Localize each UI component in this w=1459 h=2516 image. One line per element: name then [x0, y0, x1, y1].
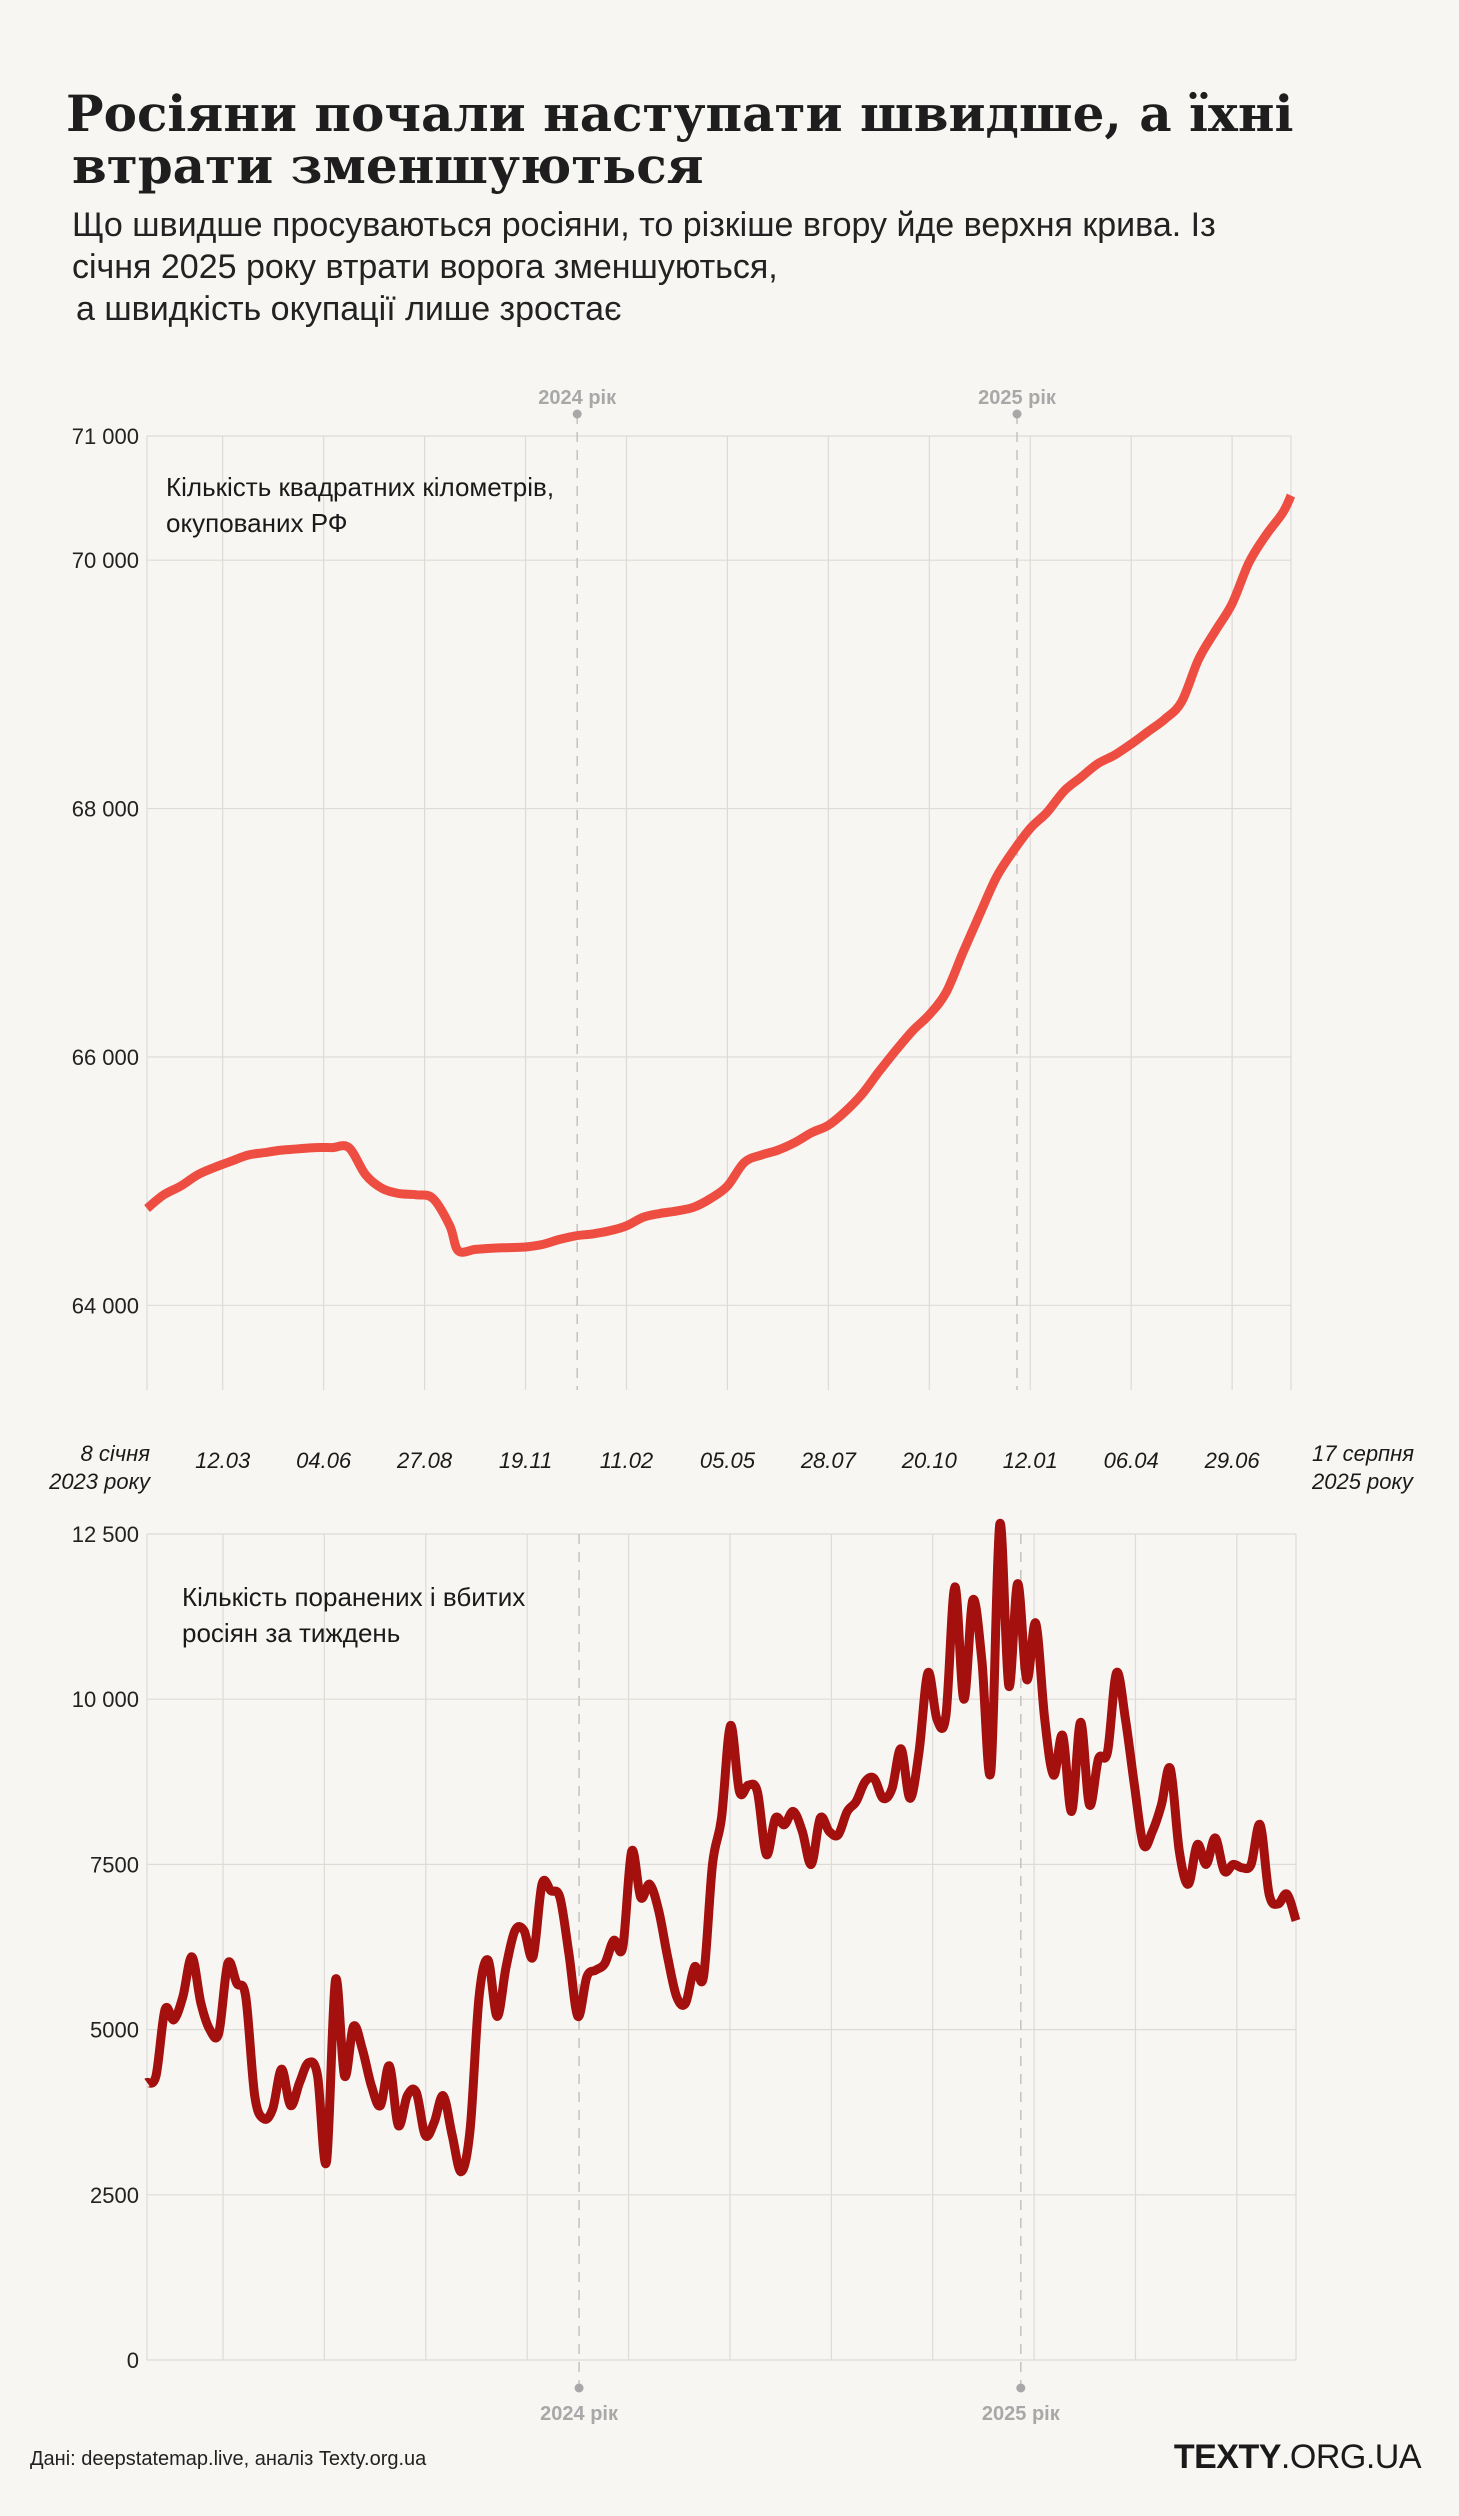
y-tick-label: 0 [127, 2348, 139, 2373]
subtitle-line-1: Що швидше просуваються росіяни, то різкі… [72, 206, 1216, 244]
y-tick-label: 70 000 [72, 548, 139, 573]
y-tick-label: 5000 [90, 2018, 139, 2043]
brand-rest: .ORG.UA [1280, 2438, 1422, 2476]
series-label: Кількість поранених і вбитих росіян за ти… [182, 1582, 525, 1648]
x-tick-label: 28.07 [800, 1448, 857, 1473]
year-marker-dot [1012, 409, 1022, 419]
year-marker-label: 2024 рік [540, 2403, 619, 2425]
chart-panel-2: 0 2500 5000 7500 10 000 12 500 2024 рік 2025 рі… [72, 1519, 1301, 2425]
x-tick-label: 05.05 [700, 1448, 756, 1473]
title-line-1: Росіяни почали наступати швидше, а їхні [66, 84, 1294, 143]
chart-title: Росіяни почали наступати швидше, а їхні … [66, 88, 1406, 192]
y-tick-label: 68 000 [72, 797, 139, 822]
x-tick-label: 04.06 [296, 1448, 352, 1473]
chart-subtitle: Що швидше просуваються росіяни, то різкі… [72, 204, 1392, 330]
y-tick-label: 71 000 [72, 424, 139, 449]
y-axis: 0 2500 5000 7500 10 000 12 500 [72, 1522, 1296, 2373]
year-marker-dot [1016, 2383, 1026, 2393]
subtitle-line-3: а швидкість окупації лише зростає [76, 290, 622, 328]
x-axis-labels: 8 січня 2023 року 12.03 04.06 27.08 19.11 11.0… [48, 1441, 1415, 1494]
x-tick-label: 29.06 [1204, 1448, 1261, 1473]
y-axis: 64 000 66 000 68 000 70 000 71 000 [72, 424, 1291, 1318]
series-label-line: Кількість квадратних кілометрів, [166, 472, 554, 502]
y-tick-label: 10 000 [72, 1687, 139, 1712]
x-tick-label: 19.11 [499, 1448, 552, 1473]
y-tick-label: 2500 [90, 2183, 139, 2208]
title-line-2: втрати зменшуються [72, 136, 704, 195]
x-tick-label: 12.01 [1003, 1448, 1058, 1473]
x-tick-label: 12.03 [195, 1448, 251, 1473]
x-tick-label: 11.02 [600, 1448, 653, 1473]
y-tick-label: 12 500 [72, 1522, 139, 1547]
brand-bold: TEXTY [1173, 2438, 1282, 2476]
year-markers: 2024 рік 2025 рік [538, 387, 1057, 1390]
x-tick-label: 20.10 [901, 1448, 958, 1473]
y-tick-label: 66 000 [72, 1045, 139, 1070]
brand-logo[interactable]: TEXTY.ORG.UA [1173, 2438, 1422, 2477]
series-label-line: Кількість поранених і вбитих [182, 1582, 525, 1612]
x-tick-label-line-2: 2025 року [1311, 1469, 1415, 1494]
series-label: Кількість квадратних кілометрів, окупован… [166, 472, 554, 538]
x-tick-label: 06.04 [1104, 1448, 1159, 1473]
y-tick-label: 7500 [90, 1852, 139, 1877]
year-markers: 2024 рік 2025 рік [540, 1534, 1061, 2425]
x-tick-label: 17 серпня [1312, 1441, 1414, 1466]
vertical-gridlines [146, 436, 1292, 1390]
year-marker-dot [572, 409, 582, 419]
x-tick-label-line-2: 2023 року [48, 1469, 152, 1494]
x-tick-label: 27.08 [396, 1448, 453, 1473]
series-label-line: росіян за тиждень [182, 1618, 400, 1648]
vertical-gridlines [146, 1534, 1297, 2360]
series-label-line: окупованих РФ [166, 508, 348, 538]
year-marker-dot [574, 2383, 584, 2393]
subtitle-line-2: січня 2025 року втрати ворога зменшуютьс… [72, 248, 778, 286]
year-marker-label: 2025 рік [982, 2403, 1061, 2425]
series-line [144, 1519, 1301, 2177]
y-tick-label: 64 000 [72, 1293, 139, 1318]
x-tick-label: 8 січня [81, 1441, 151, 1466]
year-marker-label: 2025 рік [978, 387, 1057, 409]
series-line [144, 493, 1296, 1257]
data-source: Дані: deepstatemap.live, аналіз Texty.or… [30, 2448, 427, 2470]
year-marker-label: 2024 рік [538, 387, 617, 409]
